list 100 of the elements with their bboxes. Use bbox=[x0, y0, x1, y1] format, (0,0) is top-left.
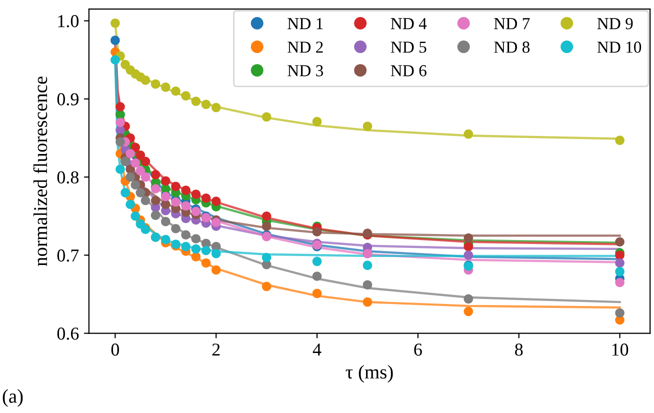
x-tick-label: 6 bbox=[414, 344, 422, 356]
x-tick-label: 4 bbox=[312, 344, 322, 356]
point bbox=[191, 252, 201, 262]
point bbox=[362, 122, 372, 131]
point bbox=[126, 172, 135, 182]
point bbox=[130, 180, 140, 190]
point bbox=[160, 200, 170, 210]
point bbox=[181, 186, 190, 195]
legend-label: ND 7 bbox=[494, 18, 530, 30]
point bbox=[150, 210, 160, 220]
point bbox=[120, 156, 130, 166]
text: (a) bbox=[2, 389, 23, 407]
legend-label: ND 4 bbox=[390, 18, 427, 30]
point bbox=[120, 188, 130, 198]
point bbox=[116, 137, 125, 147]
point bbox=[201, 100, 211, 110]
x-tick-label: 2 bbox=[212, 344, 220, 356]
point bbox=[181, 91, 190, 100]
point bbox=[191, 190, 201, 199]
y-tick-label: 0.9 bbox=[57, 93, 78, 106]
point bbox=[262, 112, 272, 122]
y-tick-label: 0.7 bbox=[57, 249, 79, 262]
point bbox=[130, 211, 140, 221]
point bbox=[615, 258, 624, 268]
point bbox=[116, 102, 125, 112]
point bbox=[181, 201, 190, 211]
point bbox=[140, 76, 150, 85]
point bbox=[110, 36, 120, 45]
point bbox=[312, 272, 322, 281]
point bbox=[464, 242, 474, 252]
point bbox=[312, 288, 322, 298]
y-tick-label: 0.6 bbox=[57, 328, 79, 340]
point bbox=[201, 258, 211, 268]
point bbox=[211, 218, 221, 228]
point bbox=[464, 233, 474, 243]
point bbox=[201, 193, 211, 203]
point bbox=[150, 170, 160, 180]
legend-label: ND 5 bbox=[390, 42, 426, 53]
x-tick-label: 0 bbox=[111, 344, 120, 356]
point bbox=[464, 129, 474, 139]
legend-label: ND 9 bbox=[597, 18, 633, 30]
point bbox=[362, 297, 372, 307]
point bbox=[262, 282, 272, 292]
point bbox=[150, 196, 160, 206]
point bbox=[615, 237, 624, 247]
point bbox=[171, 86, 180, 96]
point bbox=[615, 308, 624, 318]
point bbox=[160, 176, 170, 186]
point bbox=[312, 227, 322, 236]
x-axis-title: τ (ms) bbox=[346, 364, 393, 383]
point bbox=[464, 306, 474, 316]
legend-label: ND 2 bbox=[288, 42, 323, 53]
point bbox=[140, 196, 150, 206]
point bbox=[362, 260, 372, 270]
point bbox=[191, 234, 201, 244]
legend-label: ND 6 bbox=[390, 65, 426, 76]
point bbox=[615, 136, 624, 145]
legend-label: ND 1 bbox=[288, 18, 323, 30]
point bbox=[211, 248, 221, 258]
point bbox=[181, 230, 190, 240]
point bbox=[136, 188, 146, 198]
legend-label: ND 10 bbox=[597, 42, 642, 53]
point bbox=[150, 79, 160, 89]
point bbox=[116, 118, 125, 128]
point bbox=[615, 278, 624, 288]
point bbox=[262, 211, 272, 221]
point bbox=[130, 158, 140, 168]
point bbox=[136, 166, 146, 176]
point bbox=[191, 96, 201, 106]
point bbox=[211, 265, 221, 275]
point bbox=[262, 222, 272, 231]
y-tick-label: 0.8 bbox=[57, 171, 79, 184]
point bbox=[211, 102, 221, 112]
point bbox=[171, 197, 180, 207]
point bbox=[191, 244, 201, 254]
y-axis-title: normalized fluorescence bbox=[33, 76, 48, 266]
point bbox=[191, 206, 201, 216]
point bbox=[211, 196, 221, 206]
point bbox=[201, 246, 211, 256]
point bbox=[262, 252, 272, 262]
point bbox=[110, 55, 120, 65]
point bbox=[136, 150, 146, 160]
point bbox=[615, 250, 624, 260]
y-tick-label: 1.0 bbox=[58, 15, 79, 28]
point bbox=[171, 182, 180, 192]
point bbox=[160, 82, 170, 92]
point bbox=[160, 216, 170, 226]
legend-label: ND 3 bbox=[288, 65, 324, 76]
point bbox=[160, 234, 170, 244]
point bbox=[312, 116, 322, 126]
point bbox=[312, 256, 322, 266]
point bbox=[464, 294, 474, 304]
x-tick-label: 8 bbox=[515, 344, 523, 356]
point bbox=[116, 164, 125, 174]
point bbox=[171, 224, 180, 234]
legend-label: ND 8 bbox=[494, 42, 530, 53]
point bbox=[362, 280, 372, 290]
point bbox=[110, 18, 120, 28]
x-tick-label: 10 bbox=[612, 344, 628, 356]
point bbox=[130, 142, 140, 152]
